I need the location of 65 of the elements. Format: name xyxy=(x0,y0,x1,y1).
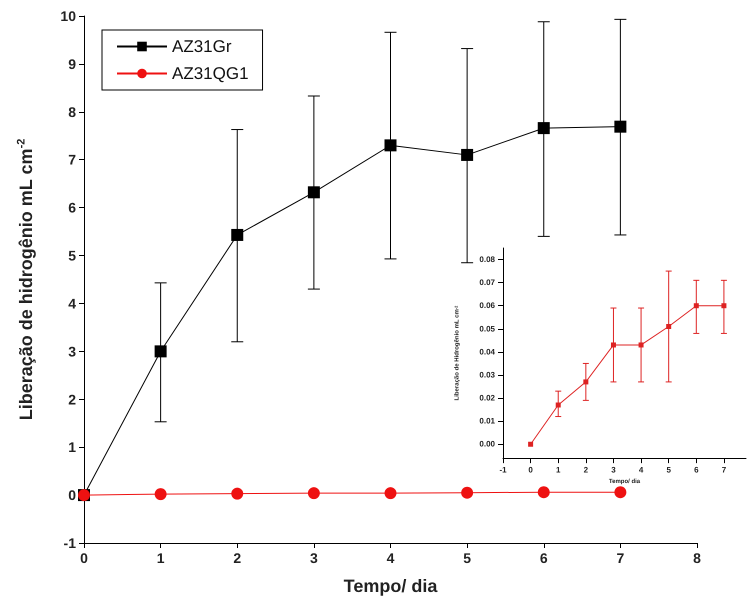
x-tick-label: 6 xyxy=(540,550,548,566)
point xyxy=(538,122,550,134)
x-tick-label: 3 xyxy=(611,466,616,475)
y-tick-label: 1 xyxy=(68,439,76,456)
x-tick-label: 4 xyxy=(386,550,395,566)
point xyxy=(308,487,320,500)
y-tick-label: 7 xyxy=(68,152,76,168)
y-tick-label: 0.04 xyxy=(479,347,496,356)
point xyxy=(384,487,396,500)
y-tick-label: 2 xyxy=(68,391,76,408)
y-axis-title: Liberação de hidrogênio mL cm-2 xyxy=(16,138,36,420)
point xyxy=(308,186,320,198)
x-tick-label: 1 xyxy=(556,466,561,475)
y-tick-label: -1 xyxy=(64,535,76,551)
y-tick-label: 4 xyxy=(68,295,76,312)
point xyxy=(694,303,699,308)
point xyxy=(538,486,550,498)
y-tick-label: 0.08 xyxy=(479,255,496,264)
point xyxy=(528,442,534,447)
point xyxy=(231,228,244,241)
y-tick-label: 0.06 xyxy=(479,301,496,310)
y-tick-label: 0.07 xyxy=(479,278,496,288)
point xyxy=(614,120,626,133)
x-tick-label: 2 xyxy=(584,466,589,475)
point xyxy=(154,488,167,500)
point xyxy=(610,342,616,348)
y-tick-label: 0.02 xyxy=(479,394,496,403)
point xyxy=(666,324,672,329)
y-tick-label: 3 xyxy=(68,343,76,360)
x-tick-label: 3 xyxy=(310,550,318,566)
x-tick-label: 6 xyxy=(694,466,700,475)
legend-label: AZ31QG1 xyxy=(172,64,249,83)
point xyxy=(461,148,474,161)
x-axis-title: Tempo/ dia xyxy=(344,576,438,596)
x-tick-label: -1 xyxy=(499,466,508,475)
point xyxy=(231,488,244,500)
point xyxy=(583,379,588,384)
y-tick-label: 0 xyxy=(68,487,76,504)
x-tick-label: 8 xyxy=(693,550,702,566)
y-tick-label: 8 xyxy=(68,104,76,120)
x-tick-label: 5 xyxy=(666,466,672,475)
y-tick-label: 10 xyxy=(60,8,76,24)
y-tick-label: 0.03 xyxy=(479,370,496,380)
y-tick-label: 5 xyxy=(68,248,76,264)
point xyxy=(384,139,396,152)
point xyxy=(154,345,167,358)
point xyxy=(721,303,726,308)
y-tick-label: 0.01 xyxy=(479,416,496,426)
x-tick-label: 4 xyxy=(638,466,644,475)
y-tick-label: 6 xyxy=(68,200,76,216)
y-tick-label: 9 xyxy=(68,56,76,72)
point xyxy=(614,486,626,498)
point xyxy=(461,486,474,499)
x-tick-label: 5 xyxy=(463,550,472,566)
x-tick-label: 0 xyxy=(528,466,534,475)
x-tick-label: 7 xyxy=(616,550,624,566)
x-tick-label: 1 xyxy=(156,550,165,566)
y-tick-label: 0.05 xyxy=(479,324,496,334)
legend-label: AZ31Gr xyxy=(172,37,232,56)
x-tick-label: 2 xyxy=(233,550,242,566)
point xyxy=(556,402,561,408)
y-tick-label: 0.00 xyxy=(479,440,496,449)
x-tick-label: 7 xyxy=(722,466,727,475)
point xyxy=(638,342,644,348)
x-tick-label: 0 xyxy=(80,550,88,566)
